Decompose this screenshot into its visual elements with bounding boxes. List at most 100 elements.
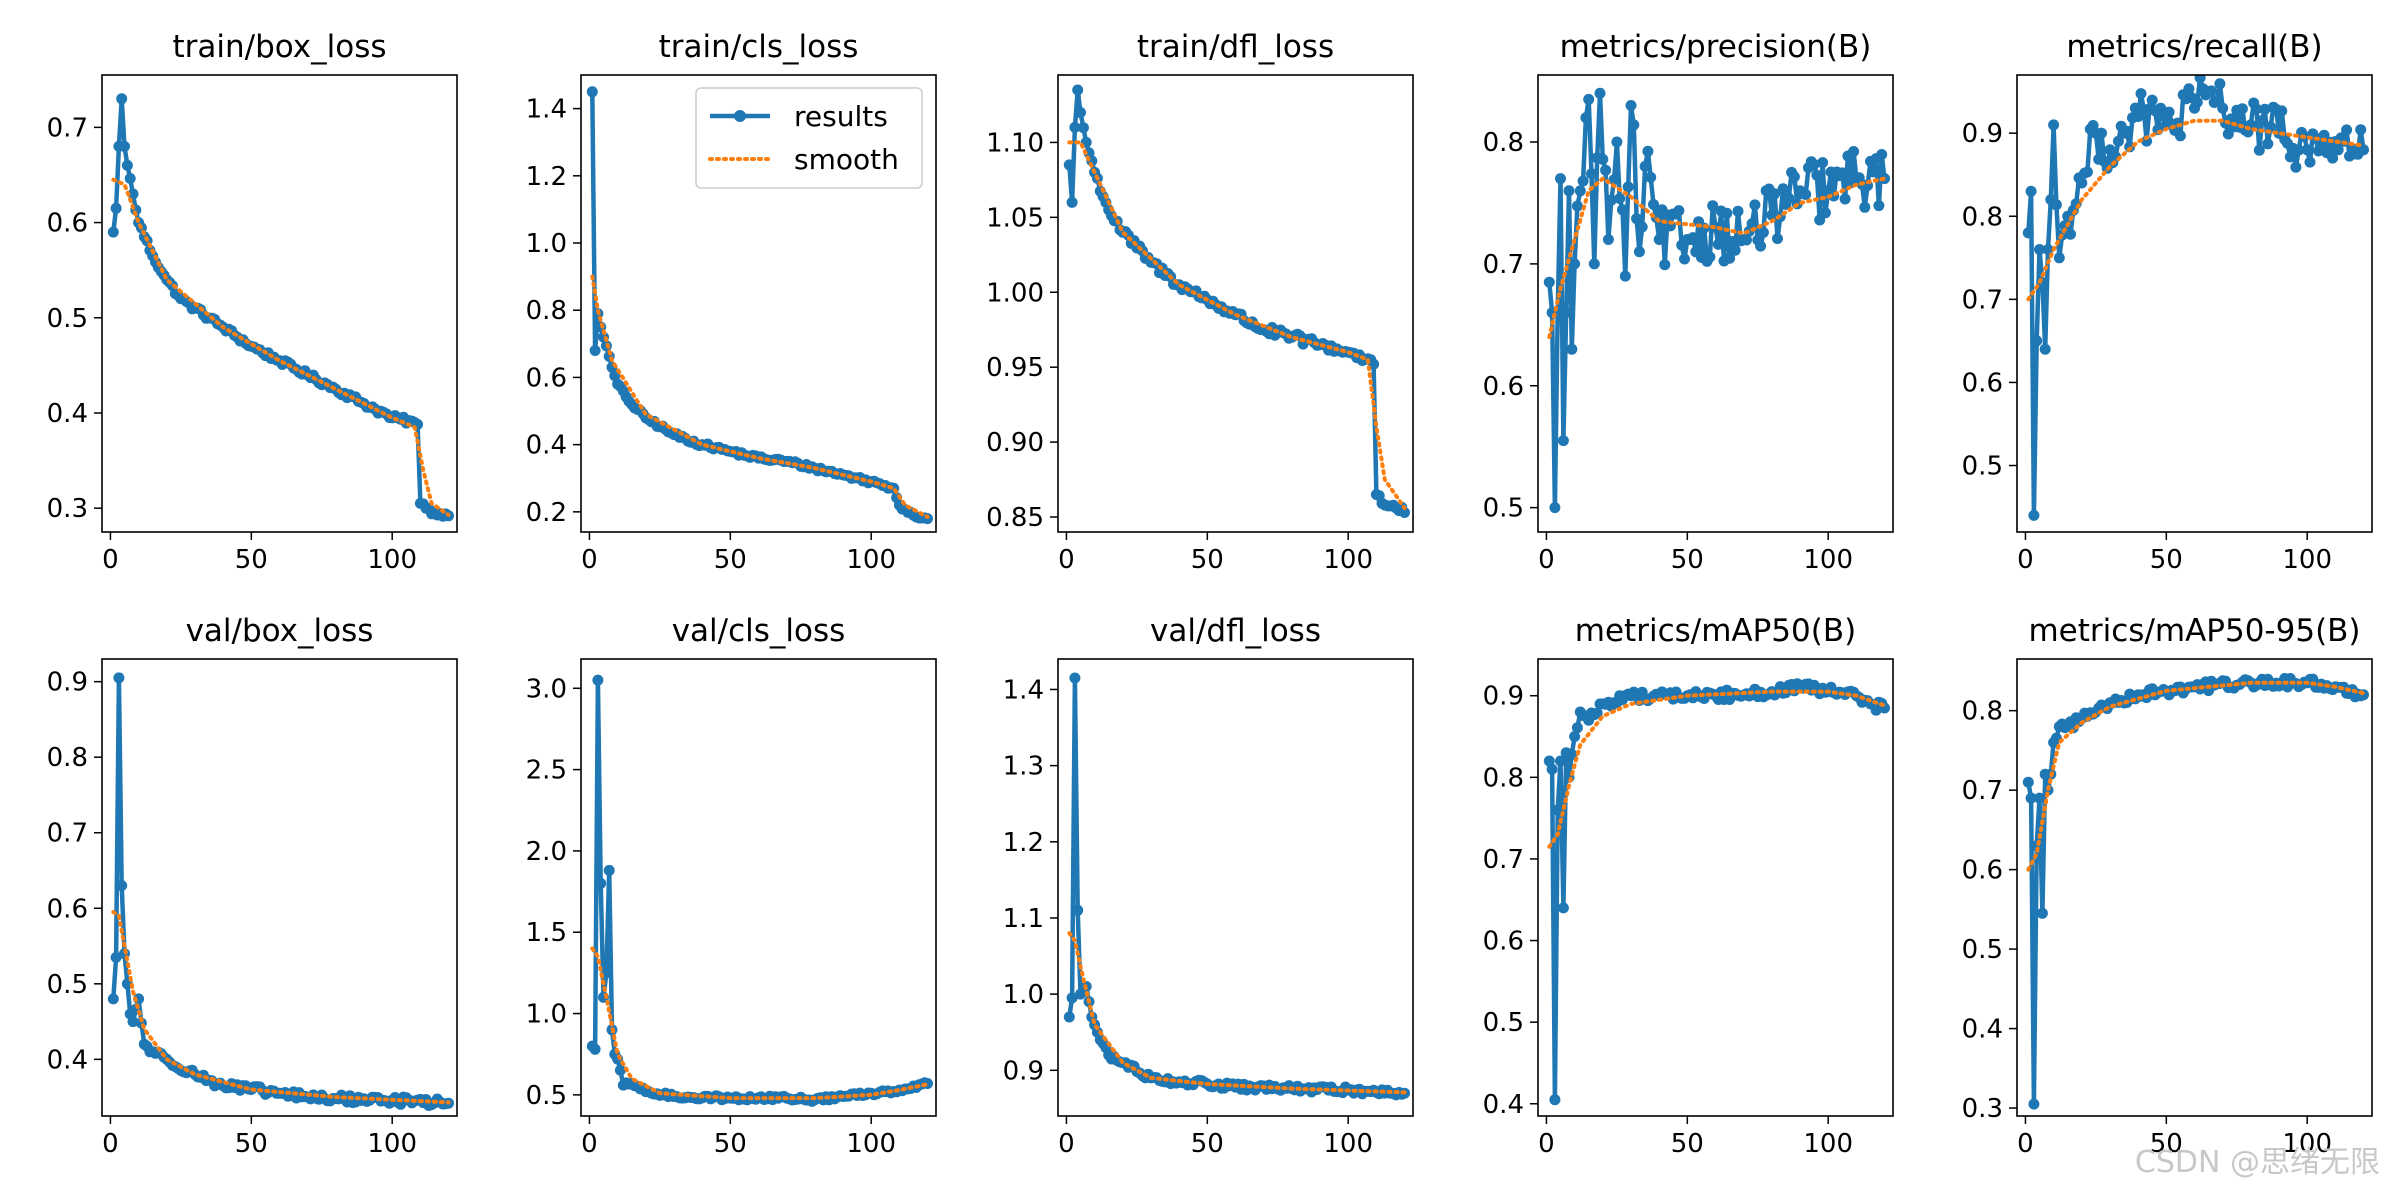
results-point <box>1772 233 1783 245</box>
x-tick-label: 50 <box>235 545 268 575</box>
results-point <box>2276 105 2288 117</box>
y-tick-label: 0.6 <box>1483 927 1524 957</box>
results-point <box>1591 707 1603 719</box>
x-tick-label: 0 <box>2017 1129 2034 1159</box>
y-tick-label: 1.05 <box>986 203 1044 233</box>
y-tick-label: 0.85 <box>986 503 1044 533</box>
legend-smooth-label: smooth <box>794 143 899 176</box>
y-tick-label: 2.0 <box>526 837 567 867</box>
results-point <box>1633 246 1645 258</box>
results-point <box>2065 228 2076 240</box>
results-point <box>1617 204 1628 216</box>
results-point <box>124 173 136 184</box>
y-tick-label: 1.4 <box>1003 675 1044 705</box>
results-point <box>1066 992 1078 1004</box>
smooth-line <box>1547 176 1887 339</box>
results-point <box>1555 173 1566 185</box>
subplot-title: metrics/mAP50-95(B) <box>2028 613 2360 649</box>
x-tick-label: 0 <box>102 545 119 575</box>
results-point <box>107 993 119 1005</box>
y-tick-label: 0.5 <box>1483 1008 1524 1038</box>
y-tick-label: 0.6 <box>1962 856 2003 886</box>
results-point <box>2163 106 2175 118</box>
x-tick-label: 0 <box>581 1129 598 1159</box>
subplot-title: val/box_loss <box>186 613 374 649</box>
results-point <box>2135 88 2147 100</box>
smooth-line <box>1067 931 1407 1095</box>
x-tick-label: 100 <box>1323 1129 1373 1159</box>
subplot-title: train/dfl_loss <box>1137 29 1334 65</box>
y-tick-label: 0.9 <box>1003 1056 1044 1086</box>
x-tick-label: 50 <box>1191 1129 1224 1159</box>
y-tick-label: 0.4 <box>1483 1090 1524 1120</box>
y-tick-label: 1.2 <box>526 162 567 192</box>
y-tick-label: 0.4 <box>1962 1015 2003 1045</box>
results-point <box>1788 171 1800 183</box>
results-point <box>2141 135 2153 147</box>
results-point <box>1614 193 1626 204</box>
results-point <box>127 188 139 200</box>
x-tick-label: 0 <box>1538 545 1555 575</box>
y-tick-label: 0.3 <box>47 494 88 524</box>
legend: results smooth <box>695 87 923 189</box>
legend-results-label: results <box>794 100 888 133</box>
plot-area <box>2022 673 2369 1110</box>
axes-frame <box>1537 74 1894 533</box>
x-tick-label: 50 <box>1671 545 1704 575</box>
watermark-text: CSDN @思绪无限 <box>2135 1145 2380 1180</box>
results-point <box>1687 232 1699 244</box>
axes-frame <box>580 74 937 533</box>
axes-frame <box>101 658 458 1117</box>
results-point <box>2025 185 2037 197</box>
y-tick-label: 0.8 <box>526 296 567 326</box>
results-point <box>2042 244 2054 255</box>
x-tick-label: 50 <box>1191 545 1224 575</box>
results-point <box>2129 102 2141 114</box>
subplot-10: metrics/mAP50-95(B) 0 50 100 0.3 0.4 0.5 0.6 0.7… <box>1962 613 2373 1159</box>
results-point <box>1673 205 1685 217</box>
results-point <box>1072 84 1084 96</box>
results-point <box>2191 96 2203 108</box>
results-point <box>586 86 598 98</box>
results-point <box>1836 167 1848 179</box>
results-point <box>2253 144 2265 156</box>
subplot-title: metrics/recall(B) <box>2066 29 2322 65</box>
x-tick-label: 50 <box>1671 1129 1704 1159</box>
axes-frame <box>580 658 937 1117</box>
results-point <box>1605 194 1617 206</box>
y-tick-label: 1.2 <box>1003 828 1044 858</box>
plot-area <box>107 672 454 1111</box>
y-tick-label: 0.7 <box>1962 776 2003 806</box>
y-tick-label: 0.6 <box>47 894 88 924</box>
results-point <box>1808 159 1820 170</box>
results-point <box>2053 252 2065 264</box>
results-point <box>1597 153 1609 165</box>
results-point <box>1566 343 1578 355</box>
y-tick-label: 0.90 <box>986 428 1044 458</box>
y-tick-label: 0.7 <box>1483 250 1524 280</box>
results-point <box>1729 244 1741 256</box>
results-point <box>1560 307 1572 319</box>
x-tick-label: 100 <box>1803 545 1853 575</box>
x-tick-label: 100 <box>1323 545 1373 575</box>
y-tick-label: 0.7 <box>1483 845 1524 875</box>
results-point <box>589 1043 601 1055</box>
results-point <box>2194 75 2206 84</box>
x-tick-label: 50 <box>235 1129 268 1159</box>
results-point <box>1769 188 1781 200</box>
results-point <box>1622 181 1634 193</box>
results-point <box>1625 100 1637 111</box>
y-tick-label: 0.5 <box>526 1081 567 1111</box>
results-point <box>1800 189 1812 200</box>
results-point <box>2290 161 2302 173</box>
results-point <box>2355 124 2367 136</box>
smooth-line <box>590 946 930 1101</box>
y-tick-label: 0.4 <box>47 1045 88 1075</box>
results-point <box>1867 166 1879 178</box>
results-point <box>1399 507 1410 518</box>
subplot-3: train/dfl_loss 0 50 100 0.85 0.90 0.95 1.00 1.05… <box>986 29 1414 575</box>
results-point <box>1600 164 1612 176</box>
results-point <box>592 674 604 686</box>
